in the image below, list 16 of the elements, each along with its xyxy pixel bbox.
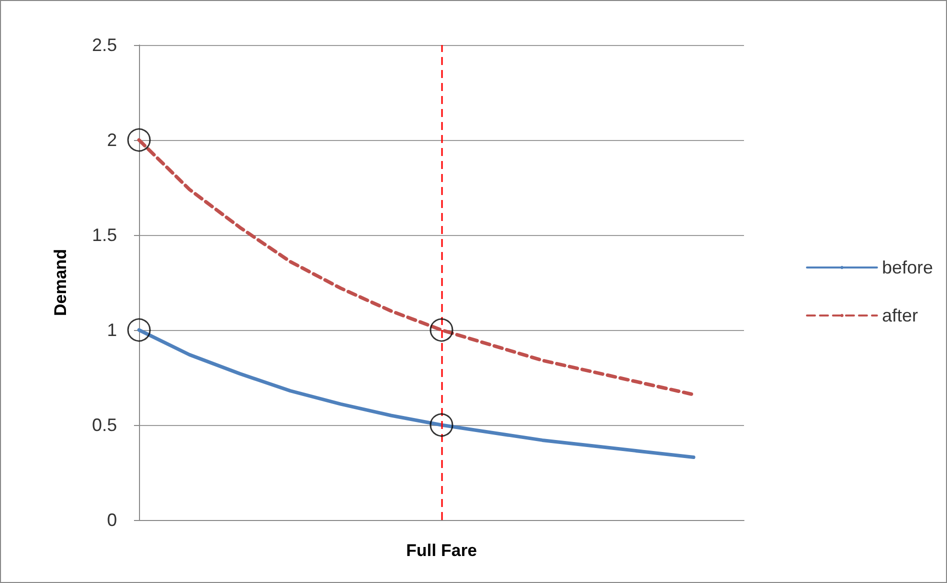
line-series: [137, 328, 696, 460]
y-tick-label: 1: [106, 320, 117, 340]
y-tick-label: 0.5: [92, 415, 117, 435]
y-tick-label: 2: [106, 130, 117, 150]
x-axis-title: Full Fare: [406, 541, 477, 560]
y-tick-label: 2.5: [92, 35, 117, 55]
point: [127, 318, 151, 342]
line-series: [137, 138, 696, 396]
y-tick-label: 0: [106, 510, 117, 530]
y-axis-title: Demand: [51, 248, 70, 316]
y-tick-label: 1.5: [92, 225, 117, 245]
point: [430, 413, 454, 437]
point: [127, 128, 151, 152]
legend-label: after: [882, 306, 918, 326]
legend-label: before: [882, 258, 934, 278]
point: [430, 318, 454, 342]
